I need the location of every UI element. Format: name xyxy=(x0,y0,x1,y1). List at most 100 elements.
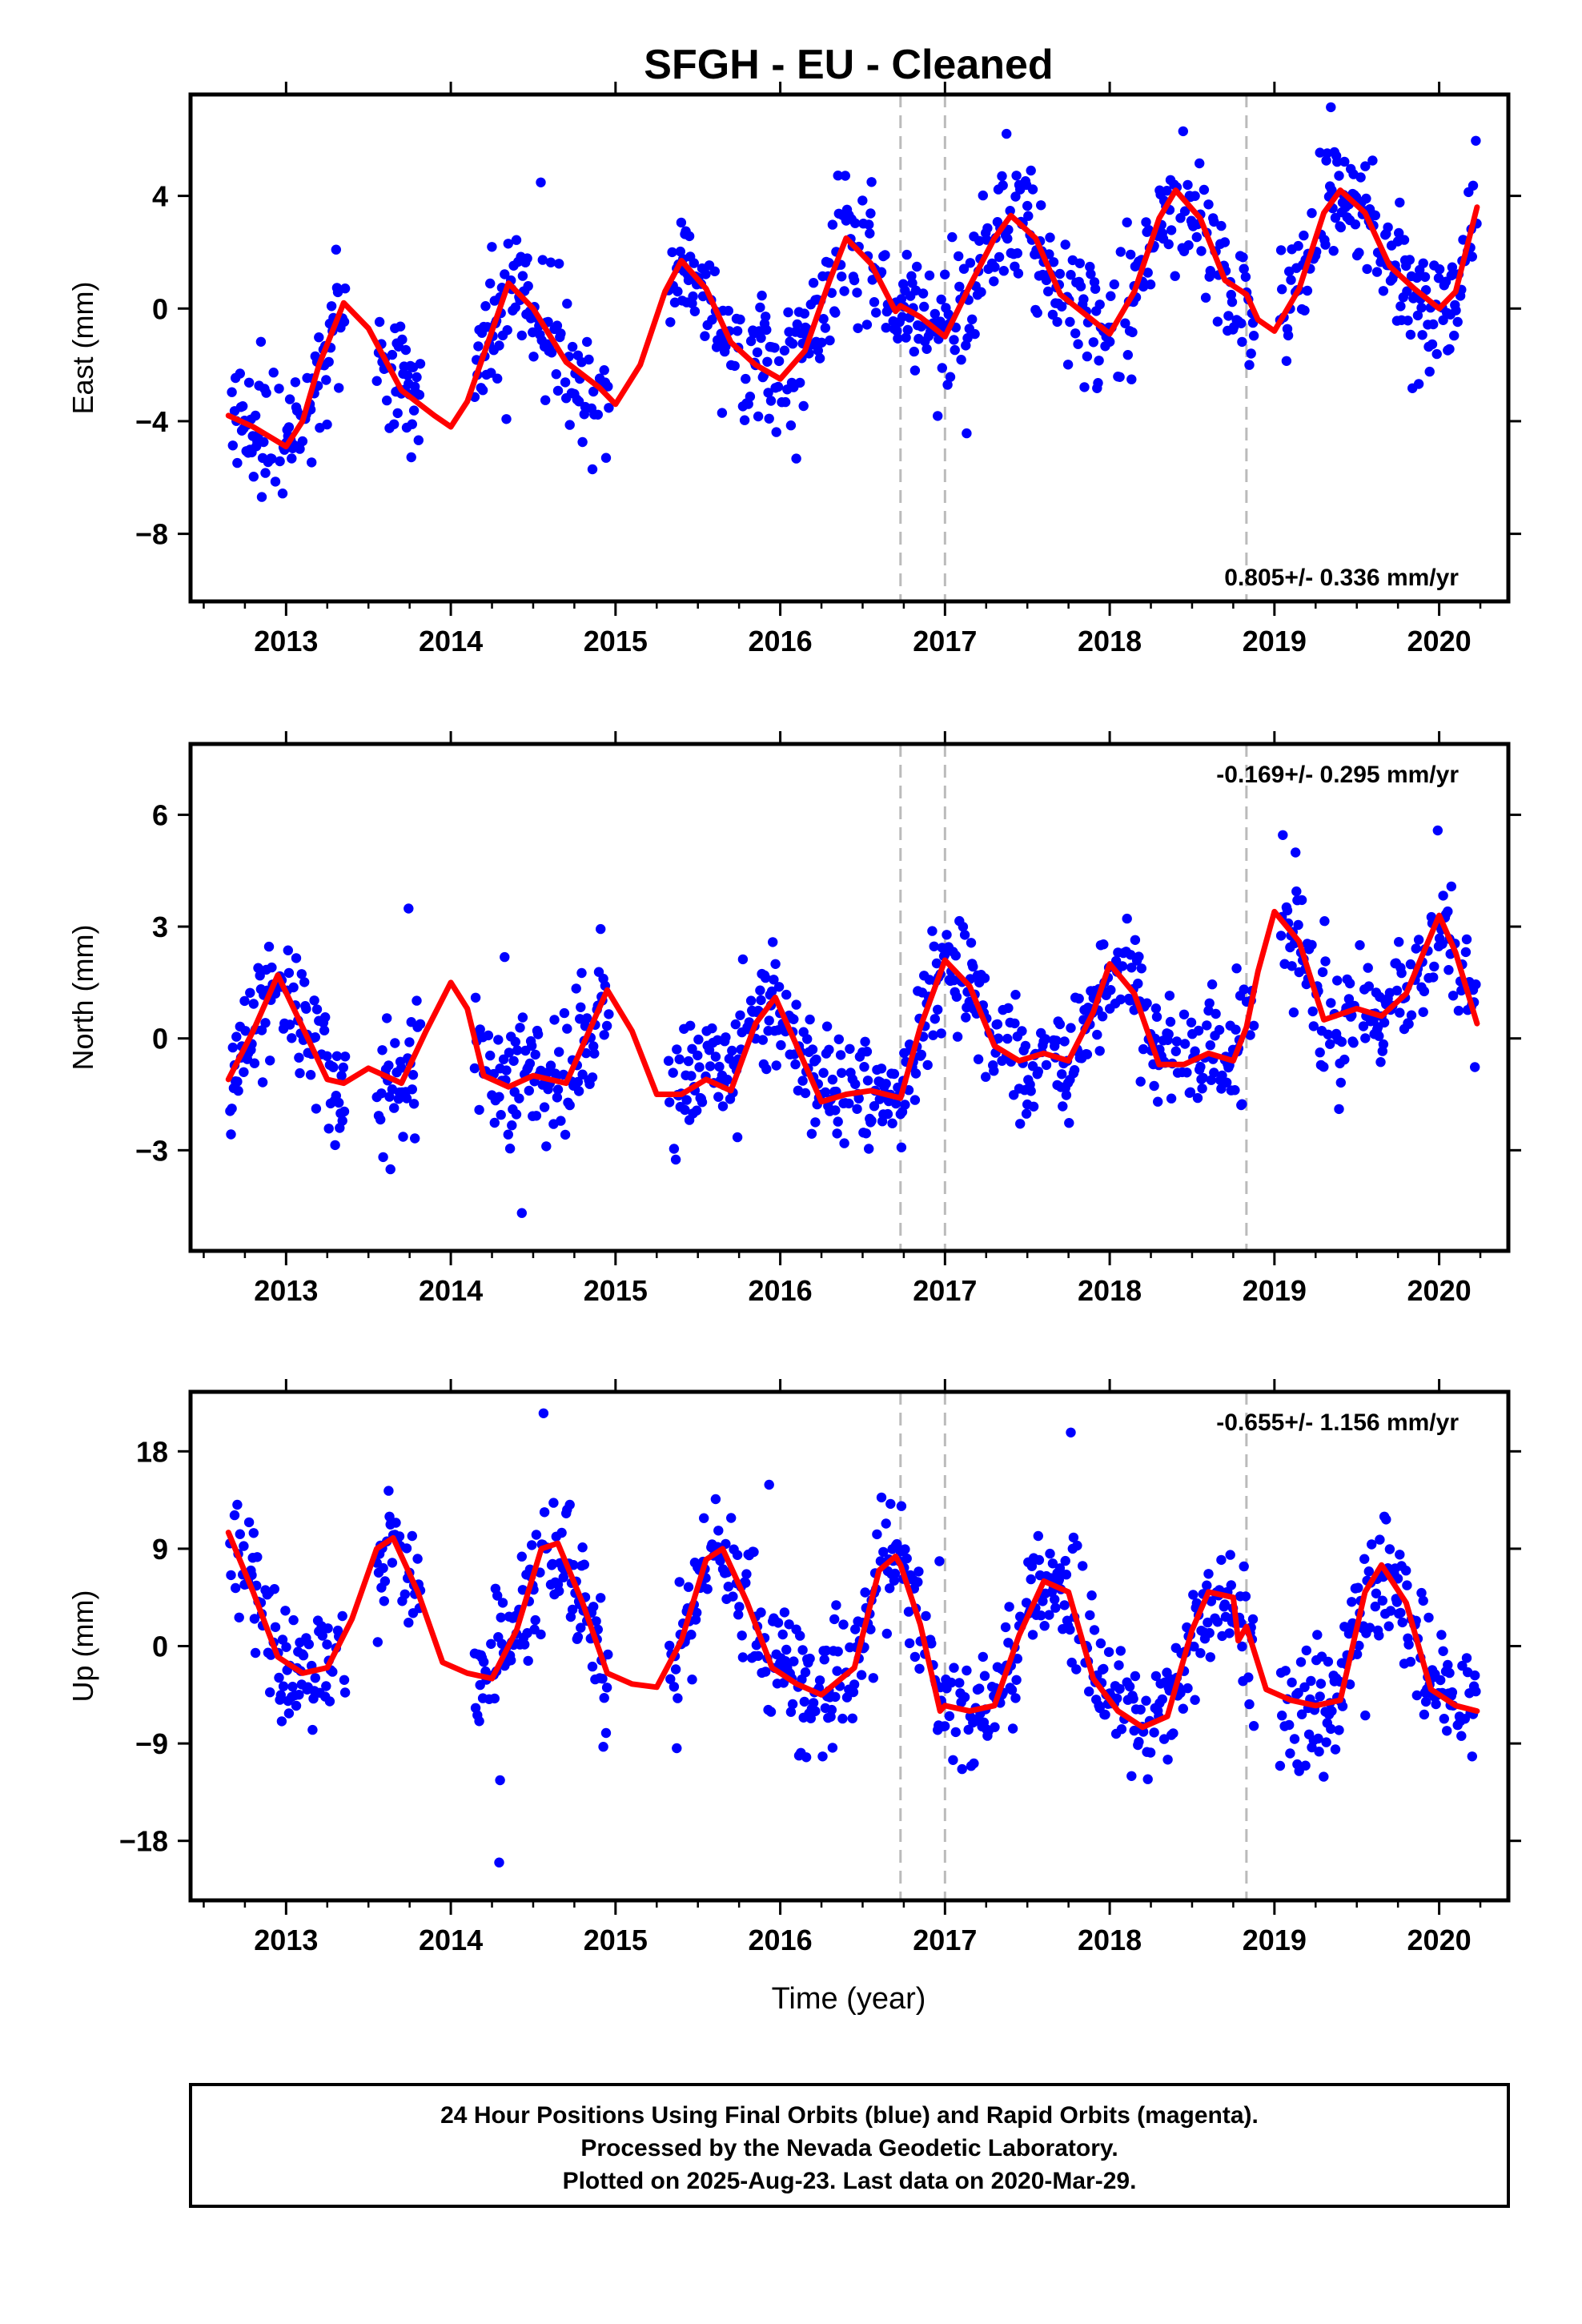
data-point xyxy=(415,1019,426,1030)
data-point xyxy=(400,344,412,356)
data-point xyxy=(954,1678,965,1688)
data-point xyxy=(1416,1587,1427,1598)
data-point xyxy=(853,1093,864,1104)
data-point xyxy=(520,1639,530,1650)
data-point xyxy=(250,1647,261,1659)
data-point xyxy=(284,394,295,404)
data-point xyxy=(761,312,771,322)
data-point xyxy=(1449,330,1460,341)
data-point xyxy=(961,1012,971,1023)
data-point xyxy=(966,938,977,948)
data-point xyxy=(1040,1034,1051,1044)
data-point xyxy=(1317,967,1328,978)
data-point xyxy=(384,1092,395,1102)
data-point xyxy=(256,492,267,502)
data-point xyxy=(1405,959,1416,970)
data-point xyxy=(1299,230,1309,241)
data-point xyxy=(1032,308,1042,318)
data-point xyxy=(881,1628,893,1639)
x-tick-label: 2018 xyxy=(1078,1274,1142,1307)
data-point xyxy=(1204,1627,1215,1638)
data-point xyxy=(989,1066,999,1076)
data-point xyxy=(817,1751,828,1762)
data-point xyxy=(531,1111,542,1121)
data-point xyxy=(498,1054,509,1065)
data-point xyxy=(1145,279,1156,290)
y-tick-label: 3 xyxy=(152,911,168,943)
data-point xyxy=(232,457,243,468)
data-point xyxy=(1129,1725,1139,1736)
data-point xyxy=(1287,1677,1297,1688)
data-point xyxy=(338,1062,348,1073)
x-tick-label: 2014 xyxy=(419,1274,483,1307)
data-point xyxy=(560,377,571,388)
data-point xyxy=(839,286,849,296)
data-point xyxy=(579,409,589,420)
data-point xyxy=(1010,191,1021,202)
data-point xyxy=(332,287,343,298)
data-point xyxy=(869,1101,880,1112)
data-point xyxy=(979,973,990,983)
data-point xyxy=(773,381,784,392)
data-point xyxy=(825,335,835,346)
data-point xyxy=(536,1629,546,1640)
data-point xyxy=(1281,356,1292,366)
data-point xyxy=(1075,281,1086,292)
data-point xyxy=(339,283,351,294)
y-tick-label: −3 xyxy=(135,1134,168,1167)
data-point xyxy=(892,326,902,336)
data-point xyxy=(672,1743,682,1754)
data-point xyxy=(1375,1057,1386,1068)
data-point xyxy=(881,323,891,333)
data-point xyxy=(1126,950,1136,960)
data-point xyxy=(709,266,720,276)
data-point xyxy=(252,1552,263,1562)
data-point xyxy=(1351,1649,1363,1659)
data-point xyxy=(334,383,344,393)
data-point xyxy=(283,422,295,432)
data-point xyxy=(900,1100,910,1110)
x-tick-label: 2020 xyxy=(1407,1274,1472,1307)
data-point xyxy=(714,1061,725,1072)
data-point xyxy=(728,1591,738,1602)
data-point xyxy=(1404,255,1415,265)
data-point xyxy=(379,1596,389,1606)
data-point xyxy=(604,403,614,413)
data-point xyxy=(1115,994,1126,1005)
data-point xyxy=(1370,210,1381,221)
data-point xyxy=(761,1063,772,1075)
data-point xyxy=(827,1743,838,1753)
data-point xyxy=(387,1558,398,1568)
data-point xyxy=(1423,1612,1434,1623)
data-point xyxy=(554,259,564,269)
data-point xyxy=(268,368,279,378)
data-point xyxy=(818,314,829,324)
data-point xyxy=(551,369,561,380)
data-point xyxy=(1434,264,1445,275)
data-point xyxy=(392,408,403,419)
data-point xyxy=(283,1708,295,1719)
data-point xyxy=(800,1088,811,1099)
data-point xyxy=(1452,316,1463,328)
data-point xyxy=(1178,1009,1190,1020)
data-point xyxy=(564,1499,575,1510)
data-point xyxy=(576,967,587,979)
data-point xyxy=(1010,990,1021,1000)
data-point xyxy=(665,1097,675,1108)
data-point xyxy=(577,1069,588,1080)
data-point xyxy=(415,359,426,369)
data-point xyxy=(600,452,612,463)
data-point xyxy=(687,1043,697,1055)
data-point xyxy=(1453,1005,1464,1016)
data-point xyxy=(500,269,510,279)
data-point xyxy=(930,1014,941,1024)
data-point xyxy=(582,1013,592,1023)
data-point xyxy=(410,1133,420,1144)
data-point xyxy=(487,242,497,252)
data-point xyxy=(732,1550,743,1561)
data-point xyxy=(592,409,603,420)
data-point xyxy=(1296,895,1307,906)
data-point xyxy=(239,1067,249,1078)
data-point xyxy=(806,1128,817,1140)
data-point xyxy=(250,410,261,421)
